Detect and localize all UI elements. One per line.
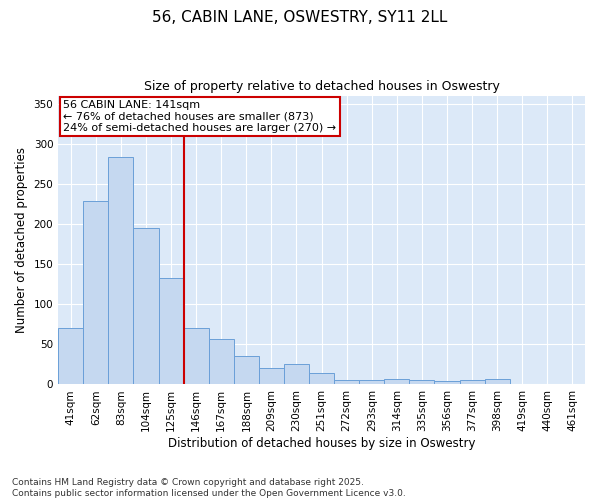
Bar [409,380,434,384]
Bar [284,364,309,384]
Text: 56, CABIN LANE, OSWESTRY, SY11 2LL: 56, CABIN LANE, OSWESTRY, SY11 2LL [152,10,448,25]
Bar [334,380,359,384]
Bar [184,328,209,384]
Bar [460,380,485,384]
Bar [109,158,133,384]
Bar [434,381,460,384]
Bar [385,379,409,384]
Text: Contains HM Land Registry data © Crown copyright and database right 2025.
Contai: Contains HM Land Registry data © Crown c… [12,478,406,498]
Bar [158,278,184,384]
Bar [83,202,109,384]
Bar [133,228,158,384]
Title: Size of property relative to detached houses in Oswestry: Size of property relative to detached ho… [143,80,500,93]
Bar [485,379,510,384]
Bar [234,356,259,384]
Bar [309,373,334,384]
Bar [58,328,83,384]
Text: 56 CABIN LANE: 141sqm
← 76% of detached houses are smaller (873)
24% of semi-det: 56 CABIN LANE: 141sqm ← 76% of detached … [64,100,337,133]
Bar [359,380,385,384]
Y-axis label: Number of detached properties: Number of detached properties [15,147,28,333]
X-axis label: Distribution of detached houses by size in Oswestry: Distribution of detached houses by size … [168,437,475,450]
Bar [209,338,234,384]
Bar [259,368,284,384]
